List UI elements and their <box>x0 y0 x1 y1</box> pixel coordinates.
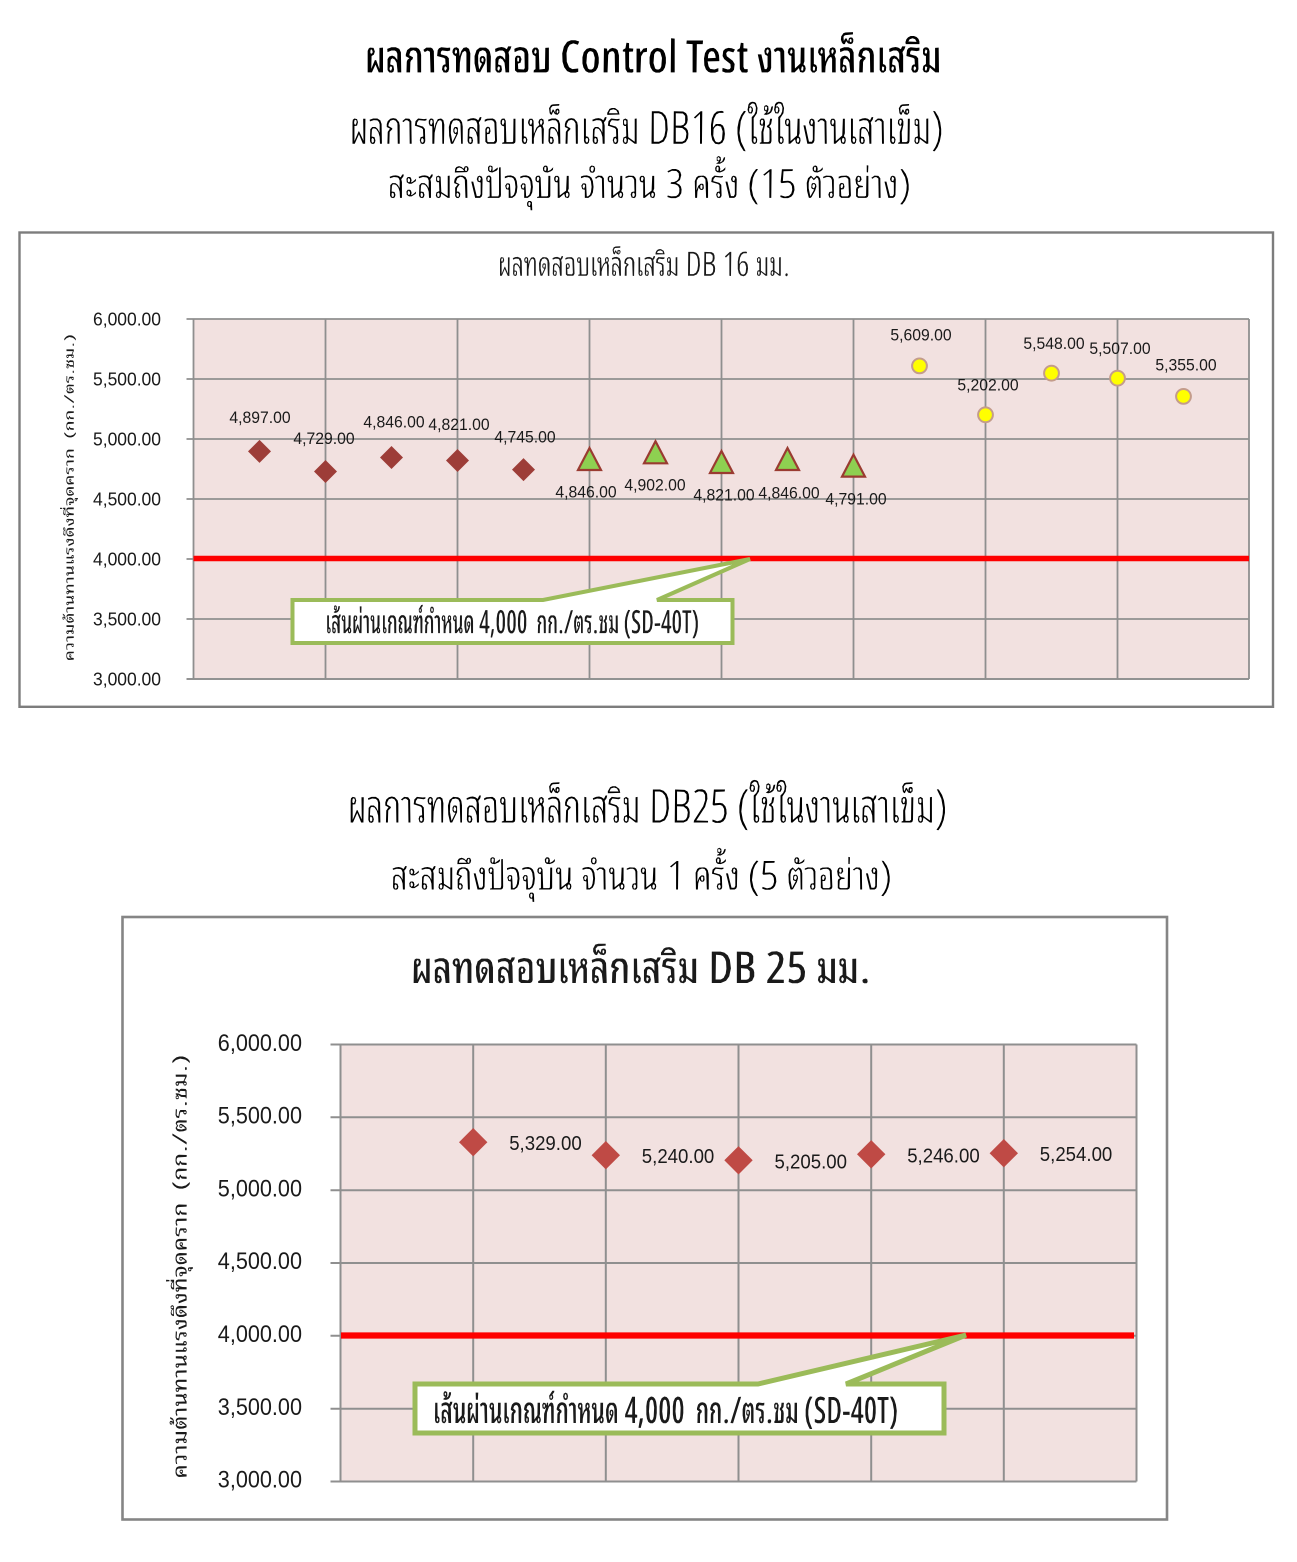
svg-text:4,745.00: 4,745.00 <box>494 429 555 447</box>
svg-text:4,791.00: 4,791.00 <box>825 491 886 509</box>
svg-text:4,729.00: 4,729.00 <box>293 430 354 448</box>
svg-text:5,240.00: 5,240.00 <box>642 1146 715 1168</box>
svg-text:4,000.00: 4,000.00 <box>218 1321 302 1348</box>
svg-text:4,846.00: 4,846.00 <box>758 485 819 503</box>
svg-text:5,500.00: 5,500.00 <box>218 1103 302 1130</box>
svg-text:6,000.00: 6,000.00 <box>93 310 161 331</box>
svg-text:5,000.00: 5,000.00 <box>218 1175 302 1202</box>
svg-text:4,000.00: 4,000.00 <box>93 550 161 571</box>
svg-text:5,329.00: 5,329.00 <box>509 1133 582 1155</box>
svg-text:4,500.00: 4,500.00 <box>218 1248 302 1275</box>
svg-text:5,355.00: 5,355.00 <box>1155 357 1216 375</box>
svg-text:5,000.00: 5,000.00 <box>93 430 161 451</box>
svg-text:4,500.00: 4,500.00 <box>93 490 161 511</box>
svg-text:5,609.00: 5,609.00 <box>890 327 951 345</box>
svg-text:3,500.00: 3,500.00 <box>218 1394 302 1421</box>
svg-text:5,202.00: 5,202.00 <box>957 377 1018 395</box>
svg-text:5,246.00: 5,246.00 <box>907 1145 980 1167</box>
svg-text:3,000.00: 3,000.00 <box>93 670 161 691</box>
svg-text:5,548.00: 5,548.00 <box>1023 335 1084 353</box>
svg-text:4,846.00: 4,846.00 <box>363 413 424 431</box>
svg-text:4,902.00: 4,902.00 <box>624 477 685 495</box>
svg-text:5,205.00: 5,205.00 <box>775 1151 848 1173</box>
svg-text:3,500.00: 3,500.00 <box>93 610 161 631</box>
svg-text:6,000.00: 6,000.00 <box>218 1030 302 1057</box>
svg-text:3,000.00: 3,000.00 <box>218 1467 302 1494</box>
svg-text:5,254.00: 5,254.00 <box>1040 1144 1113 1166</box>
svg-text:5,500.00: 5,500.00 <box>93 370 161 391</box>
svg-text:4,821.00: 4,821.00 <box>693 487 754 505</box>
svg-text:5,507.00: 5,507.00 <box>1089 340 1150 358</box>
svg-text:4,846.00: 4,846.00 <box>555 484 616 502</box>
svg-text:4,821.00: 4,821.00 <box>428 416 489 434</box>
svg-text:4,897.00: 4,897.00 <box>229 409 290 427</box>
